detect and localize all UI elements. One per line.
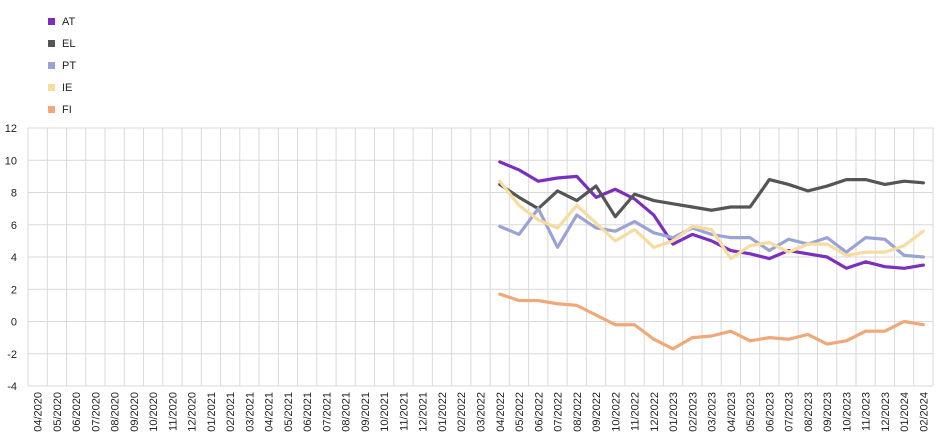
gridlines — [27, 127, 934, 387]
x-tick-label: 06/2020 — [71, 392, 83, 432]
x-tick-label: 05/2023 — [745, 392, 757, 432]
x-tick-label: 11/2021 — [398, 392, 410, 431]
x-tick-label: 01/2022 — [437, 392, 449, 432]
x-tick-label: 07/2020 — [90, 392, 102, 432]
x-tick-label: 09/2023 — [822, 392, 834, 432]
x-tick-label: 10/2023 — [841, 392, 853, 432]
x-tick-label: 06/2022 — [533, 392, 545, 432]
x-tick-label: 09/2020 — [129, 392, 141, 432]
x-tick-label: 02/2023 — [687, 392, 699, 432]
x-tick-label: 11/2022 — [630, 392, 642, 431]
x-tick-label: 09/2021 — [360, 392, 372, 432]
x-tick-label: 12/2020 — [187, 392, 199, 432]
y-tick-label: -2 — [7, 349, 17, 361]
x-tick-label: 09/2022 — [591, 392, 603, 432]
x-tick-label: 06/2021 — [302, 392, 314, 432]
x-tick-label: 02/2022 — [456, 392, 468, 432]
y-axis-ticks: -4 -2 0 2 4 6 8 10 12 — [5, 123, 17, 393]
series-line-fi — [498, 292, 925, 351]
x-tick-label: 11/2023 — [861, 392, 873, 431]
x-tick-label: 08/2021 — [341, 392, 353, 432]
y-tick-label: 6 — [11, 220, 17, 232]
y-tick-label: 4 — [11, 252, 17, 264]
x-tick-label: 11/2020 — [167, 392, 179, 431]
y-tick-label: 0 — [11, 317, 17, 329]
x-tick-label: 08/2022 — [572, 392, 584, 432]
x-tick-label: 05/2022 — [514, 392, 526, 432]
x-tick-label: 03/2021 — [244, 392, 256, 432]
y-tick-label: -4 — [7, 381, 17, 393]
series-line-el — [498, 178, 925, 219]
x-tick-label: 12/2021 — [418, 392, 430, 432]
x-axis-ticks: 04/2020 05/2020 06/2020 07/2020 08/2020 09/20… — [33, 392, 931, 432]
y-tick-label: 2 — [11, 284, 17, 296]
x-tick-label: 04/2020 — [33, 392, 45, 432]
x-tick-label: 07/2021 — [321, 392, 333, 432]
x-tick-label: 03/2023 — [707, 392, 719, 432]
series-line-at — [498, 160, 925, 270]
x-tick-label: 01/2024 — [899, 392, 911, 432]
y-tick-label: 10 — [5, 155, 17, 167]
x-tick-label: 03/2022 — [476, 392, 488, 432]
legend-swatch-ie — [48, 84, 55, 91]
x-tick-label: 04/2021 — [264, 392, 276, 432]
x-tick-label: 10/2021 — [379, 392, 391, 432]
x-tick-label: 06/2023 — [764, 392, 776, 432]
x-tick-label: 07/2022 — [553, 392, 565, 432]
legend-swatch-el — [48, 40, 55, 47]
x-tick-label: 10/2020 — [148, 392, 160, 432]
x-tick-label: 02/2021 — [225, 392, 237, 432]
legend-label-at: AT — [62, 16, 76, 28]
legend-label-fi: FI — [62, 104, 72, 116]
series-lines — [498, 160, 925, 351]
x-tick-label: 07/2023 — [784, 392, 796, 432]
x-tick-label: 12/2022 — [649, 392, 661, 432]
x-tick-label: 08/2020 — [110, 392, 122, 432]
legend-label-el: EL — [62, 38, 75, 50]
x-tick-label: 04/2022 — [495, 392, 507, 432]
legend-swatch-pt — [48, 62, 55, 69]
legend-swatch-fi — [48, 106, 55, 113]
x-tick-label: 02/2024 — [918, 392, 930, 432]
x-tick-label: 01/2023 — [668, 392, 680, 432]
series-line-pt — [498, 207, 925, 259]
x-tick-label: 04/2023 — [726, 392, 738, 432]
x-tick-label: 01/2021 — [206, 392, 218, 432]
legend-label-pt: PT — [62, 60, 76, 72]
y-tick-label: 12 — [5, 123, 17, 135]
series-line-ie — [498, 179, 925, 261]
y-tick-label: 8 — [11, 188, 17, 200]
x-tick-label: 10/2022 — [610, 392, 622, 432]
x-tick-label: 05/2021 — [283, 392, 295, 432]
legend-swatch-at — [48, 18, 55, 25]
x-tick-label: 12/2023 — [880, 392, 892, 432]
x-tick-label: 05/2020 — [52, 392, 64, 432]
x-tick-label: 08/2023 — [803, 392, 815, 432]
legend-label-ie: IE — [62, 82, 72, 94]
legend: AT EL PT IE FI — [48, 16, 76, 116]
